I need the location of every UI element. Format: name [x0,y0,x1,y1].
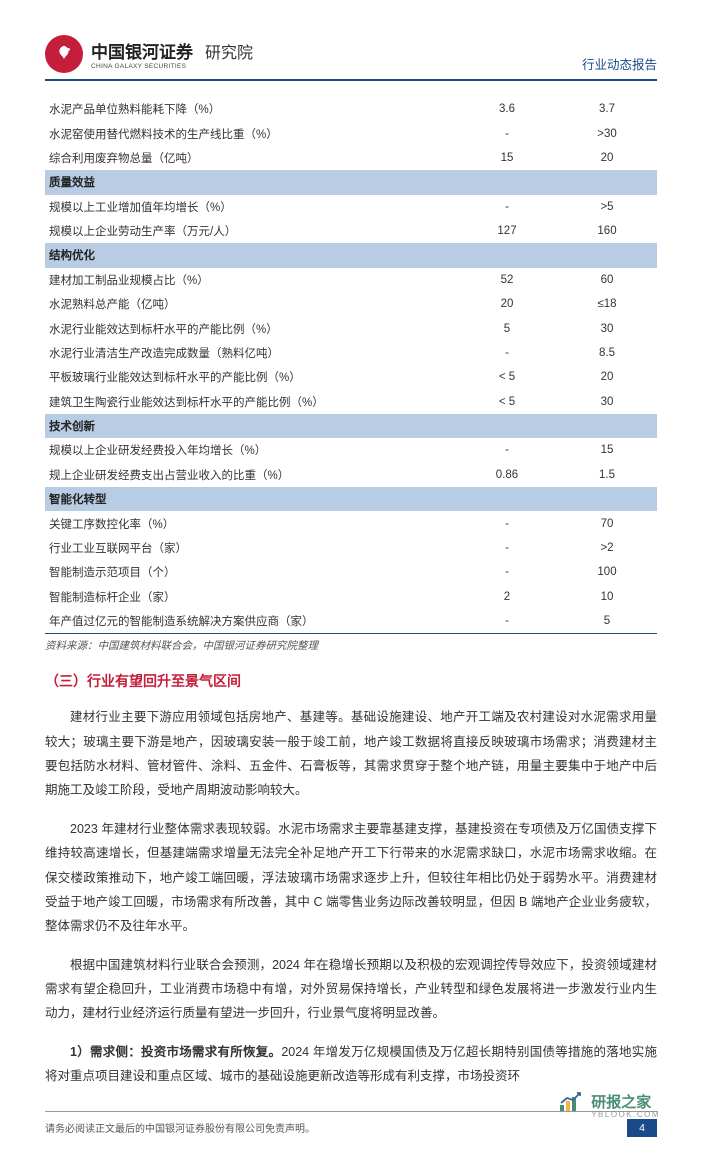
row-label: 水泥窑使用替代燃料技术的生产线比重（%） [45,121,457,145]
institute-label: 研究院 [205,39,253,63]
row-val2: >30 [557,121,657,145]
row-label: 规模以上企业劳动生产率（万元/人） [45,219,457,243]
paragraph-4: 1）需求侧：投资市场需求有所恢复。2024 年增发万亿规模国债及万亿超长期特别国… [45,1040,657,1089]
watermark: 研报之家 YBLOOK.COM [559,1091,660,1119]
row-val1: 20 [457,292,557,316]
table-row: 规模以上企业劳动生产率（万元/人）127160 [45,219,657,243]
chart-icon [559,1091,585,1118]
brand-cn: 中国银河证券 [91,38,193,63]
table-section-header: 技术创新 [45,414,657,438]
table-row: 规模以上企业研发经费投入年均增长（%）-15 [45,438,657,462]
row-val1: - [457,560,557,584]
p4-lead: 1）需求侧：投资市场需求有所恢复。 [70,1045,281,1059]
row-label: 水泥行业清洁生产改造完成数量（熟料亿吨） [45,341,457,365]
table-row: 关键工序数控化率（%）-70 [45,511,657,535]
row-val1: - [457,609,557,634]
table-section-header: 质量效益 [45,170,657,194]
row-val1: 5 [457,316,557,340]
paragraph-1: 建材行业主要下游应用领域包括房地产、基建等。基础设施建设、地产开工端及农村建设对… [45,705,657,803]
row-label: 水泥产品单位熟料能耗下降（%） [45,97,457,121]
row-val1: 2 [457,585,557,609]
table-section-header: 结构优化 [45,243,657,267]
row-label: 建筑卫生陶瓷行业能效达到标杆水平的产能比例（%） [45,390,457,414]
row-val1: - [457,511,557,535]
table-source: 资料来源：中国建筑材料联合会，中国银河证券研究院整理 [45,638,657,653]
page-header: 中国银河证券 研究院 CHINA GALAXY SECURITIES 行业动态报… [45,35,657,81]
table-row: 水泥产品单位熟料能耗下降（%）3.63.7 [45,97,657,121]
wm-sub: YBLOOK.COM [591,1110,660,1119]
row-val1: < 5 [457,365,557,389]
table-row: 智能制造标杆企业（家）210 [45,585,657,609]
table-row: 平板玻璃行业能效达到标杆水平的产能比例（%）< 520 [45,365,657,389]
row-val2: >5 [557,195,657,219]
indicators-table: 水泥产品单位熟料能耗下降（%）3.63.7水泥窑使用替代燃料技术的生产线比重（%… [45,97,657,634]
row-val2: 30 [557,390,657,414]
row-label: 行业工业互联网平台（家） [45,536,457,560]
row-val2: 1.5 [557,463,657,487]
row-val2: 8.5 [557,341,657,365]
row-val2: 70 [557,511,657,535]
table-row: 水泥熟料总产能（亿吨）20≤18 [45,292,657,316]
row-label: 规上企业研发经费支出占营业收入的比重（%） [45,463,457,487]
row-label: 关键工序数控化率（%） [45,511,457,535]
row-label: 智能制造标杆企业（家） [45,585,457,609]
row-label: 水泥熟料总产能（亿吨） [45,292,457,316]
paragraph-2: 2023 年建材行业整体需求表现较弱。水泥市场需求主要靠基建支撑，基建投资在专项… [45,817,657,939]
table-row: 水泥行业清洁生产改造完成数量（熟料亿吨）-8.5 [45,341,657,365]
table-row: 综合利用废弃物总量（亿吨）1520 [45,146,657,170]
row-val1: - [457,341,557,365]
logo-block: 中国银河证券 研究院 CHINA GALAXY SECURITIES [45,35,253,73]
row-val2: 160 [557,219,657,243]
row-val1: < 5 [457,390,557,414]
row-label: 智能制造示范项目（个） [45,560,457,584]
brand-en: CHINA GALAXY SECURITIES [91,63,253,70]
disclaimer: 请务必阅读正文最后的中国银河证券股份有限公司免责声明。 [45,1120,315,1135]
row-val1: 0.86 [457,463,557,487]
row-val2: 10 [557,585,657,609]
row-val2: >2 [557,536,657,560]
row-val1: - [457,121,557,145]
table-row: 规模以上工业增加值年均增长（%）->5 [45,195,657,219]
table-row: 年产值过亿元的智能制造系统解决方案供应商（家）-5 [45,609,657,634]
galaxy-logo-icon [45,35,83,73]
row-val2: 5 [557,609,657,634]
table-row: 水泥窑使用替代燃料技术的生产线比重（%）->30 [45,121,657,145]
table-row: 行业工业互联网平台（家）->2 [45,536,657,560]
table-row: 规上企业研发经费支出占营业收入的比重（%）0.861.5 [45,463,657,487]
table-row: 智能制造示范项目（个）-100 [45,560,657,584]
row-val2: 20 [557,365,657,389]
paragraph-3: 根据中国建筑材料行业联合会预测，2024 年在稳增长预期以及积极的宏观调控传导效… [45,953,657,1026]
table-section-header: 智能化转型 [45,487,657,511]
row-val2: 60 [557,268,657,292]
page-number: 4 [627,1119,657,1137]
wm-brand: 研报之家 [591,1094,651,1111]
row-label: 规模以上工业增加值年均增长（%） [45,195,457,219]
row-val2: 15 [557,438,657,462]
row-val1: - [457,536,557,560]
row-val1: 52 [457,268,557,292]
row-label: 年产值过亿元的智能制造系统解决方案供应商（家） [45,609,457,634]
table-row: 水泥行业能效达到标杆水平的产能比例（%）530 [45,316,657,340]
row-val1: - [457,195,557,219]
row-val1: 127 [457,219,557,243]
report-type: 行业动态报告 [582,54,657,73]
row-val2: 20 [557,146,657,170]
row-label: 综合利用废弃物总量（亿吨） [45,146,457,170]
row-label: 规模以上企业研发经费投入年均增长（%） [45,438,457,462]
row-label: 平板玻璃行业能效达到标杆水平的产能比例（%） [45,365,457,389]
row-val2: 30 [557,316,657,340]
row-val2: 100 [557,560,657,584]
row-val1: 3.6 [457,97,557,121]
section-heading: （三）行业有望回升至景气区间 [45,671,657,691]
table-row: 建筑卫生陶瓷行业能效达到标杆水平的产能比例（%）< 530 [45,390,657,414]
row-label: 建材加工制品业规模占比（%） [45,268,457,292]
table-row: 建材加工制品业规模占比（%）5260 [45,268,657,292]
row-val1: - [457,438,557,462]
row-val2: 3.7 [557,97,657,121]
row-val1: 15 [457,146,557,170]
row-label: 水泥行业能效达到标杆水平的产能比例（%） [45,316,457,340]
row-val2: ≤18 [557,292,657,316]
